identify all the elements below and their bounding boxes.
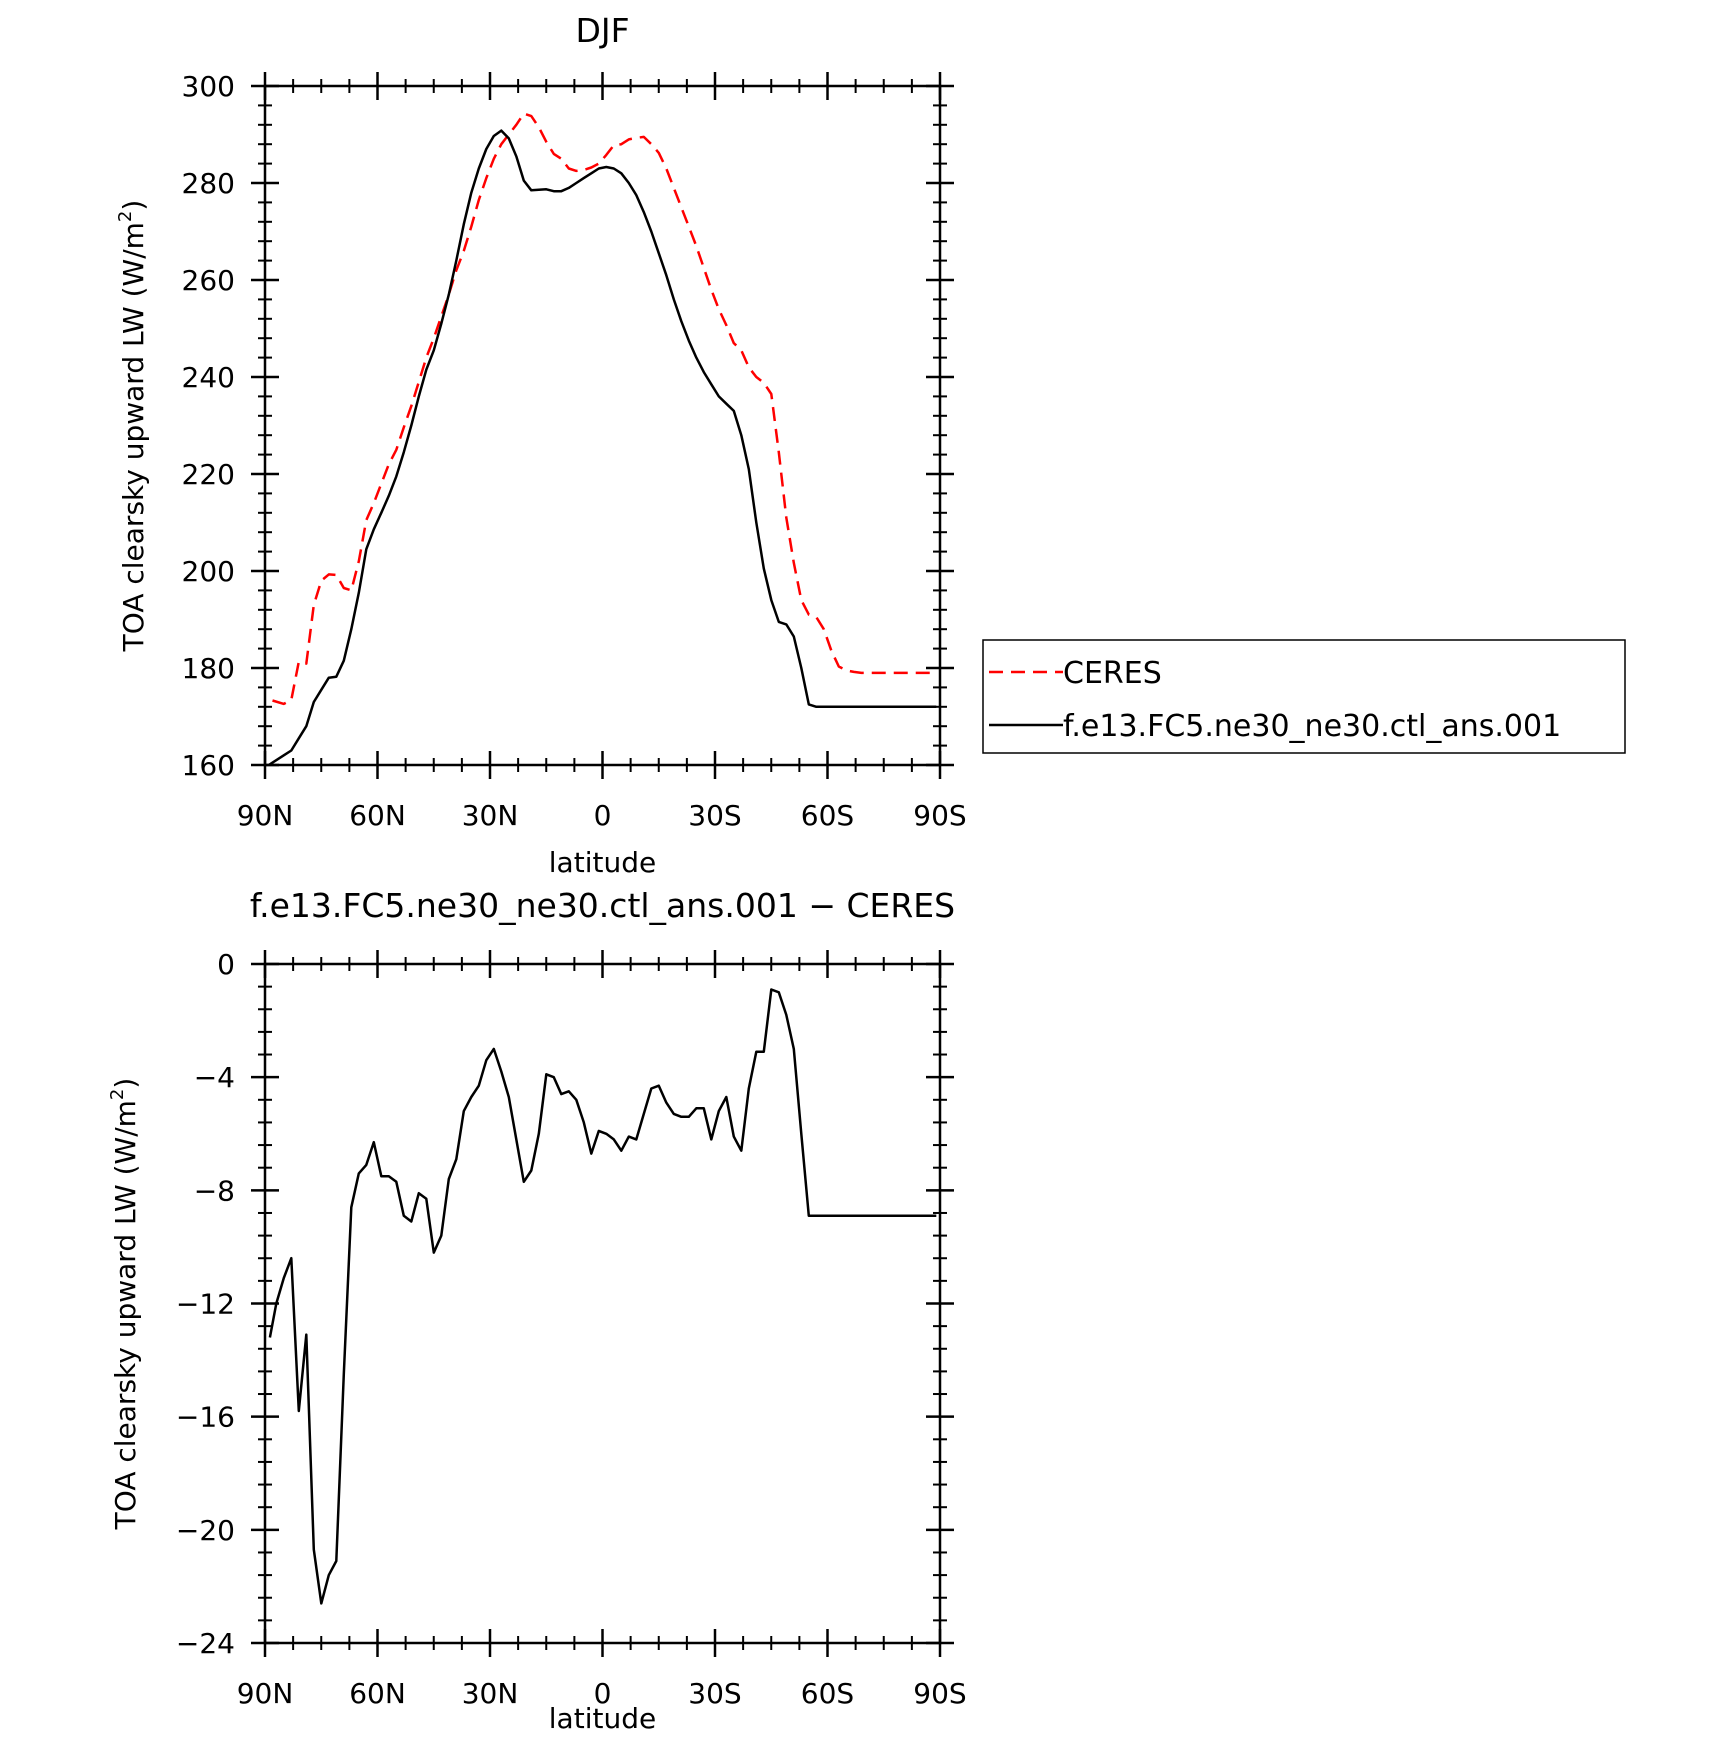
x-tick-label: 30S xyxy=(688,799,741,832)
x-tick-label: 90N xyxy=(237,799,294,832)
x-tick-label: 60N xyxy=(349,799,406,832)
y-axis-label-group: TOA clearsky upward LW (W/m2) xyxy=(115,200,150,653)
y-tick-label: −16 xyxy=(176,1401,235,1434)
y-tick-label: 280 xyxy=(182,167,235,200)
x-tick-label: 0 xyxy=(594,1677,612,1710)
y-tick-label: 220 xyxy=(182,458,235,491)
y-tick-label: −12 xyxy=(176,1288,235,1321)
series-line-f-e13-fc5-ne30-ne30-ctl-ans-001 xyxy=(268,129,937,767)
y-tick-label: 300 xyxy=(182,70,235,103)
x-tick-label: 30S xyxy=(688,1677,741,1710)
y-tick-label: 240 xyxy=(182,361,235,394)
legend-label: CERES xyxy=(1063,656,1162,691)
y-axis-label: TOA clearsky upward LW (W/m2) xyxy=(115,200,150,653)
plot-frame xyxy=(263,962,942,1645)
y-axis-label: TOA clearsky upward LW (W/m2) xyxy=(107,1078,142,1531)
series-line-ceres xyxy=(272,112,937,706)
x-tick-label: 90S xyxy=(913,1677,966,1710)
y-tick-label: −8 xyxy=(194,1174,235,1207)
x-tick-label: 0 xyxy=(594,799,612,832)
x-axis-label: latitude xyxy=(549,846,656,879)
y-tick-label: −24 xyxy=(176,1627,235,1660)
plot-frame xyxy=(263,84,942,767)
x-tick-label: 60S xyxy=(801,799,854,832)
x-tick-label: 90N xyxy=(237,1677,294,1710)
y-tick-label: 180 xyxy=(182,652,235,685)
x-tick-label: 30N xyxy=(462,1677,519,1710)
y-tick-label: 200 xyxy=(182,555,235,588)
y-tick-label: −4 xyxy=(194,1061,235,1094)
x-tick-label: 30N xyxy=(462,799,519,832)
x-tick-label: 90S xyxy=(913,799,966,832)
y-tick-label: −20 xyxy=(176,1514,235,1547)
y-tick-label: 160 xyxy=(182,749,235,782)
legend-label: f.e13.FC5.ne30_ne30.ctl_ans.001 xyxy=(1063,709,1561,744)
y-tick-label: 0 xyxy=(217,948,235,981)
legend-box xyxy=(982,639,1626,754)
series-line-difference xyxy=(268,988,937,1605)
chart-panel-difference: f.e13.FC5.ne30_ne30.ctl_ans.001 − CERES 0… xyxy=(107,886,967,1735)
chart-title: f.e13.FC5.ne30_ne30.ctl_ans.001 − CERES xyxy=(250,886,955,925)
chart-title: DJF xyxy=(575,11,629,50)
x-axis-label: latitude xyxy=(549,1702,656,1735)
x-tick-label: 60S xyxy=(801,1677,854,1710)
y-tick-label: 260 xyxy=(182,264,235,297)
x-tick-label: 60N xyxy=(349,1677,406,1710)
y-axis-label-group: TOA clearsky upward LW (W/m2) xyxy=(107,1078,142,1531)
